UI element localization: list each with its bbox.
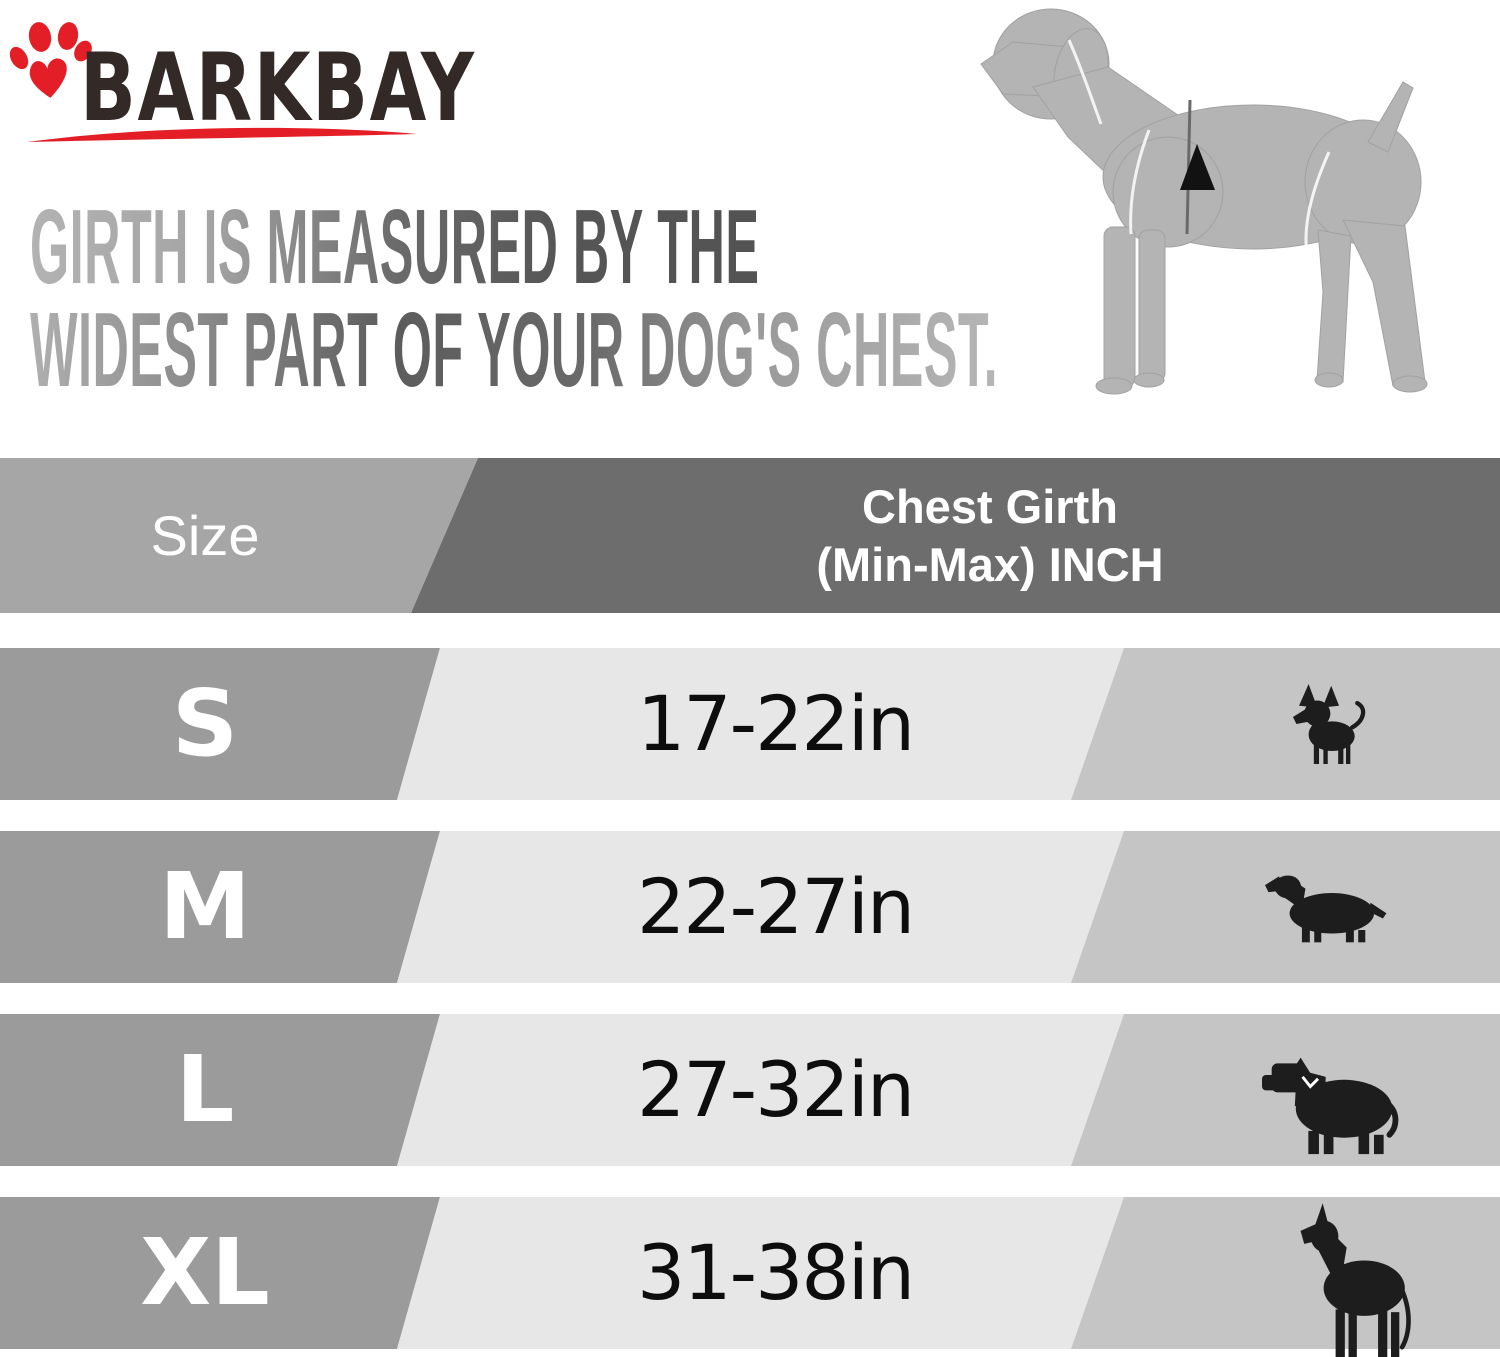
header-girth-cell-bg [411,458,1500,613]
row-m-size-label: M [159,853,251,960]
dog-silhouette [980,8,1428,395]
dog-highlight-lines [1067,39,1331,255]
row-l-size-label: L [175,1036,235,1143]
header-size-cell-bg [0,458,478,613]
brand-underline-swoosh [27,127,417,142]
table-header: Size Chest Girth (Min-Max) INCH [0,458,1500,613]
header-girth-line-1: Chest Girth [862,479,1118,533]
row-xl-size-label: XL [140,1219,270,1326]
row-xl-icon-bg [1071,1197,1500,1349]
table-row-l: L 27-32in [0,1014,1500,1166]
row-l-girth-bg [397,1014,1124,1166]
row-xl-girth-value: 31-38in [636,1228,915,1317]
header-girth-line-2: (Min-Max) INCH [816,537,1164,591]
row-s-size-label: S [171,670,239,777]
rottweiler-icon [1262,1057,1399,1155]
row-s-size-bg [0,648,440,800]
row-m-girth-bg [397,831,1124,983]
header-girth-label: Chest Girth (Min-Max) INCH [600,458,1380,613]
headline: GIRTH IS MEASURED BY THE WIDEST PART OF … [30,194,999,409]
headline-line-2: WIDEST PART OF YOUR DOG'S CHEST. [30,291,999,409]
row-xl-girth-bg [397,1197,1124,1349]
table-row-m: M 22-27in [0,831,1500,983]
row-m-size-bg [0,831,440,983]
row-xl-size-bg [0,1197,440,1349]
paw-print-icon [9,22,92,98]
table-row-xl: XL 31-38in [0,1197,1500,1357]
table-row-s: S 17-22in [0,648,1500,800]
row-m-icon-bg [1071,831,1500,983]
headline-line-1: GIRTH IS MEASURED BY THE [30,194,998,300]
row-l-girth-value: 27-32in [636,1045,915,1134]
row-s-girth-bg [397,648,1124,800]
brand-name: BARKBAY [80,34,476,143]
row-l-size-bg [0,1014,440,1166]
dachshund-icon [1264,875,1387,943]
dog-girth-diagram [980,8,1428,395]
row-s-icon-bg [1071,648,1500,800]
great-dane-icon [1300,1203,1411,1357]
row-m-girth-value: 22-27in [636,862,915,951]
girth-arrow-icon [1180,144,1215,190]
row-s-girth-value: 17-22in [636,679,915,768]
chihuahua-icon [1292,684,1366,764]
collar-mark [1301,1075,1320,1089]
header-size-label: Size [150,504,260,567]
